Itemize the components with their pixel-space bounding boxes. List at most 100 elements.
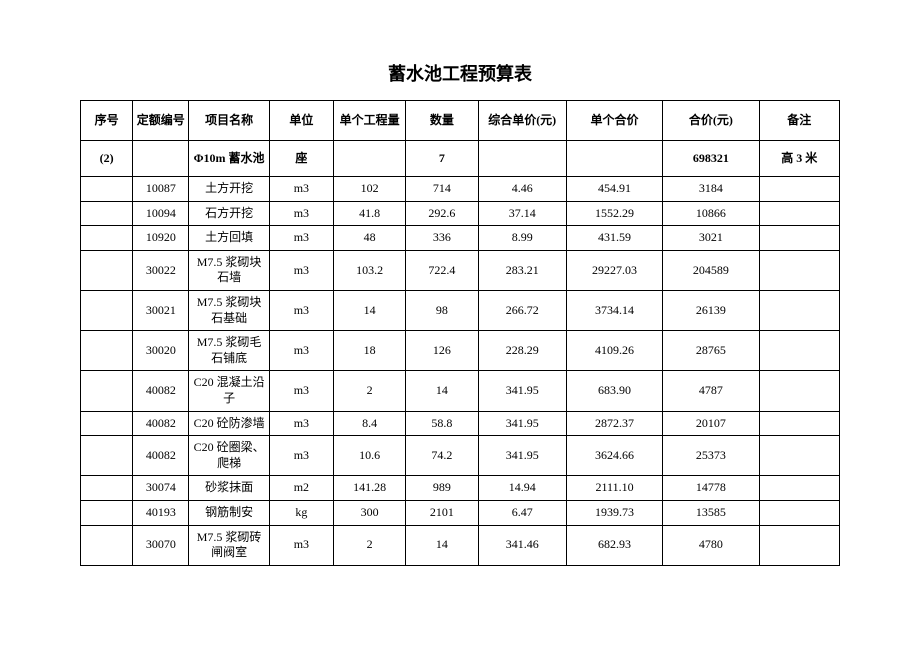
cell-code: 10920 [133, 226, 189, 251]
cell-seq [81, 226, 133, 251]
cell-code: 30022 [133, 250, 189, 290]
cell-name: M7.5 浆砌块石墙 [189, 250, 269, 290]
section-price2 [566, 141, 662, 177]
cell-qty2: 292.6 [406, 201, 478, 226]
header-qty1: 单个工程量 [333, 101, 405, 141]
cell-qty1: 141.28 [333, 476, 405, 501]
cell-note [759, 201, 839, 226]
cell-name: M7.5 浆砌毛石铺底 [189, 331, 269, 371]
cell-total: 204589 [663, 250, 759, 290]
cell-unit: m2 [269, 476, 333, 501]
cell-seq [81, 290, 133, 330]
cell-total: 3021 [663, 226, 759, 251]
cell-name: 土方回填 [189, 226, 269, 251]
header-note: 备注 [759, 101, 839, 141]
cell-seq [81, 436, 133, 476]
cell-qty2: 74.2 [406, 436, 478, 476]
cell-price2: 29227.03 [566, 250, 662, 290]
cell-name: M7.5 浆砌砖闸阀室 [189, 525, 269, 565]
cell-name: M7.5 浆砌块石基础 [189, 290, 269, 330]
cell-total: 28765 [663, 331, 759, 371]
cell-seq [81, 525, 133, 565]
cell-name: 砂浆抹面 [189, 476, 269, 501]
cell-unit: m3 [269, 201, 333, 226]
cell-qty2: 14 [406, 525, 478, 565]
cell-code: 10087 [133, 177, 189, 202]
cell-unit: kg [269, 500, 333, 525]
cell-note [759, 476, 839, 501]
header-code: 定额编号 [133, 101, 189, 141]
cell-price2: 2111.10 [566, 476, 662, 501]
table-header-row: 序号 定额编号 项目名称 单位 单个工程量 数量 综合单价(元) 单个合价 合价… [81, 101, 840, 141]
table-row: 30022M7.5 浆砌块石墙m3103.2722.4283.2129227.0… [81, 250, 840, 290]
cell-price1: 283.21 [478, 250, 566, 290]
cell-note [759, 226, 839, 251]
cell-qty1: 10.6 [333, 436, 405, 476]
cell-note [759, 290, 839, 330]
cell-price2: 682.93 [566, 525, 662, 565]
cell-code: 40082 [133, 411, 189, 436]
header-unit: 单位 [269, 101, 333, 141]
cell-seq [81, 371, 133, 411]
cell-price1: 8.99 [478, 226, 566, 251]
cell-code: 30074 [133, 476, 189, 501]
cell-note [759, 436, 839, 476]
cell-unit: m3 [269, 250, 333, 290]
cell-name: 土方开挖 [189, 177, 269, 202]
cell-price1: 228.29 [478, 331, 566, 371]
cell-unit: m3 [269, 226, 333, 251]
section-qty1 [333, 141, 405, 177]
cell-price1: 341.46 [478, 525, 566, 565]
header-seq: 序号 [81, 101, 133, 141]
section-seq: (2) [81, 141, 133, 177]
table-row: 30020M7.5 浆砌毛石铺底m318126228.294109.262876… [81, 331, 840, 371]
cell-qty1: 300 [333, 500, 405, 525]
cell-price2: 3624.66 [566, 436, 662, 476]
cell-unit: m3 [269, 525, 333, 565]
cell-qty2: 722.4 [406, 250, 478, 290]
cell-qty2: 58.8 [406, 411, 478, 436]
section-unit: 座 [269, 141, 333, 177]
table-row: 30070M7.5 浆砌砖闸阀室m3214341.46682.934780 [81, 525, 840, 565]
cell-code: 40082 [133, 436, 189, 476]
cell-total: 20107 [663, 411, 759, 436]
cell-name: C20 砼圈梁、爬梯 [189, 436, 269, 476]
cell-seq [81, 411, 133, 436]
cell-note [759, 500, 839, 525]
cell-unit: m3 [269, 411, 333, 436]
cell-price1: 37.14 [478, 201, 566, 226]
cell-code: 30020 [133, 331, 189, 371]
cell-name: C20 混凝土沿子 [189, 371, 269, 411]
header-total: 合价(元) [663, 101, 759, 141]
cell-total: 4780 [663, 525, 759, 565]
table-row: 40082C20 混凝土沿子m3214341.95683.904787 [81, 371, 840, 411]
section-row: (2) Φ10m 蓄水池 座 7 698321 高 3 米 [81, 141, 840, 177]
cell-code: 40193 [133, 500, 189, 525]
table-row: 30021M7.5 浆砌块石基础m31498266.723734.1426139 [81, 290, 840, 330]
table-row: 40082C20 砼防渗墙m38.458.8341.952872.3720107 [81, 411, 840, 436]
cell-price2: 3734.14 [566, 290, 662, 330]
header-price2: 单个合价 [566, 101, 662, 141]
section-qty2: 7 [406, 141, 478, 177]
cell-qty1: 41.8 [333, 201, 405, 226]
cell-total: 26139 [663, 290, 759, 330]
page-title: 蓄水池工程预算表 [80, 60, 840, 86]
header-price1: 综合单价(元) [478, 101, 566, 141]
cell-code: 40082 [133, 371, 189, 411]
section-note: 高 3 米 [759, 141, 839, 177]
cell-note [759, 177, 839, 202]
cell-unit: m3 [269, 331, 333, 371]
cell-qty2: 714 [406, 177, 478, 202]
cell-price1: 341.95 [478, 371, 566, 411]
budget-table: 序号 定额编号 项目名称 单位 单个工程量 数量 综合单价(元) 单个合价 合价… [80, 100, 840, 566]
cell-price1: 6.47 [478, 500, 566, 525]
cell-price2: 683.90 [566, 371, 662, 411]
section-name: Φ10m 蓄水池 [189, 141, 269, 177]
cell-seq [81, 177, 133, 202]
cell-name: C20 砼防渗墙 [189, 411, 269, 436]
cell-qty2: 2101 [406, 500, 478, 525]
cell-qty1: 8.4 [333, 411, 405, 436]
cell-price1: 341.95 [478, 436, 566, 476]
cell-seq [81, 476, 133, 501]
cell-total: 13585 [663, 500, 759, 525]
